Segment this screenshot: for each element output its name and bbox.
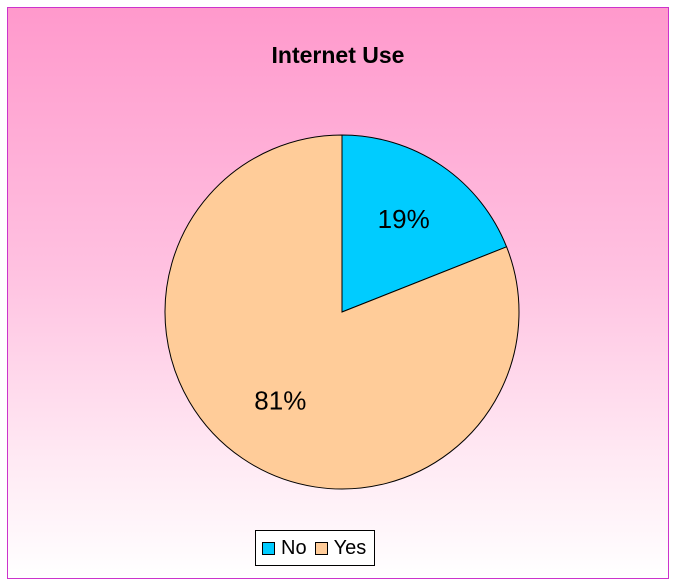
data-label-yes: 81% (254, 386, 306, 416)
legend-label-no: No (281, 536, 307, 559)
pie-slice-yes (164, 134, 520, 490)
legend-swatch-no (262, 541, 275, 555)
legend-item-no: No (262, 537, 307, 560)
legend-label-yes: Yes (333, 536, 367, 559)
data-label-no: 19% (378, 204, 430, 234)
pie-slice-no (341, 134, 508, 313)
legend-item-yes: Yes (314, 536, 367, 560)
chart-title: Internet Use (271, 42, 405, 68)
legend: No Yes (255, 530, 376, 566)
legend-swatch-yes (314, 541, 328, 555)
